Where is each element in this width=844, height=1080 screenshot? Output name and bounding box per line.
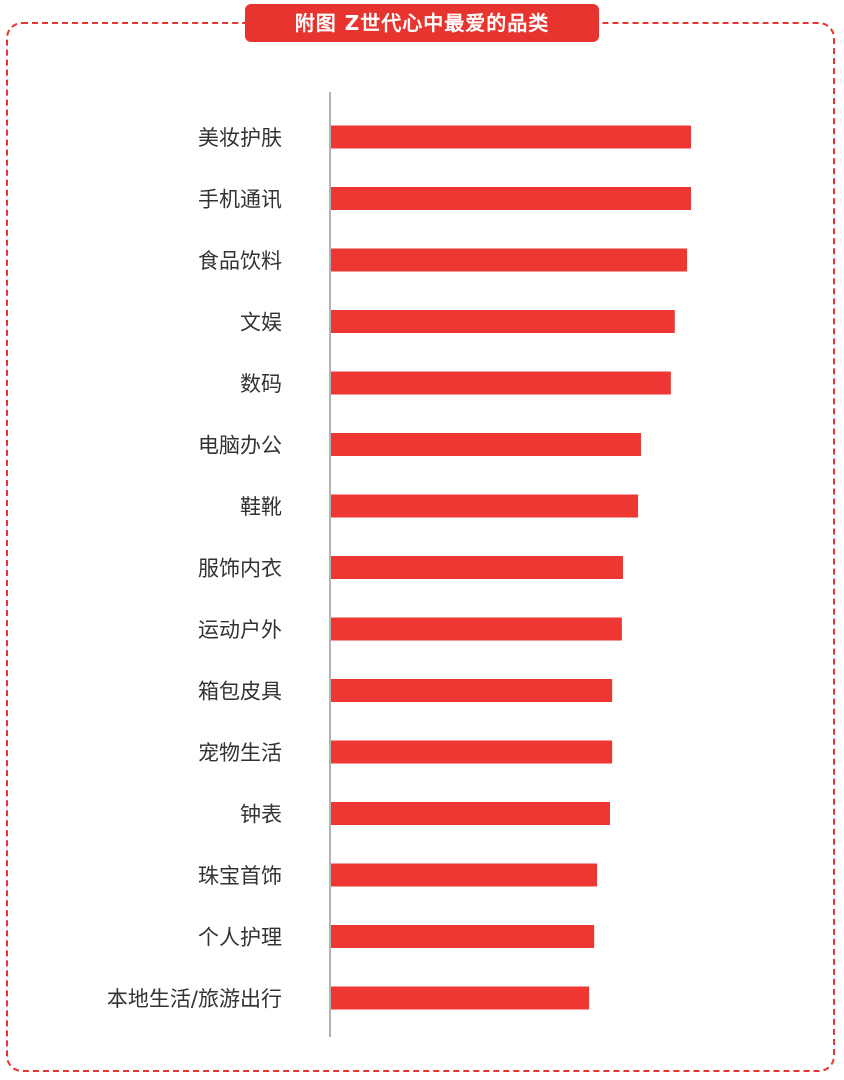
bar-4 bbox=[331, 371, 671, 395]
category-label: 珠宝首饰 bbox=[198, 864, 282, 888]
bar-6 bbox=[331, 494, 639, 518]
category-label: 数码 bbox=[240, 372, 282, 396]
category-label: 食品饮料 bbox=[198, 249, 282, 273]
category-labels-group: 美妆护肤手机通讯食品饮料文娱数码电脑办公鞋靴服饰内衣运动户外箱包皮具宠物生活钟表… bbox=[107, 126, 282, 1011]
category-label: 运动户外 bbox=[198, 618, 282, 642]
bar-0 bbox=[331, 125, 691, 149]
category-label: 服饰内衣 bbox=[198, 557, 282, 581]
category-label: 本地生活/旅游出行 bbox=[107, 987, 282, 1011]
bar-14 bbox=[331, 986, 590, 1010]
category-label: 手机通讯 bbox=[198, 188, 282, 212]
bar-2 bbox=[331, 248, 688, 272]
chart-title: 附图 Z世代心中最爱的品类 bbox=[245, 4, 599, 42]
bar-8 bbox=[331, 617, 622, 641]
category-label: 宠物生活 bbox=[198, 741, 282, 765]
category-label: 电脑办公 bbox=[198, 434, 282, 458]
bar-12 bbox=[331, 863, 598, 887]
category-label: 美妆护肤 bbox=[198, 126, 282, 150]
bar-5 bbox=[331, 433, 641, 456]
category-label: 钟表 bbox=[240, 803, 282, 827]
category-label: 文娱 bbox=[240, 311, 282, 335]
category-label: 箱包皮具 bbox=[198, 680, 282, 704]
bar-1 bbox=[331, 187, 691, 210]
bar-11 bbox=[331, 802, 610, 825]
bar-3 bbox=[331, 310, 675, 333]
category-label: 鞋靴 bbox=[240, 495, 282, 519]
bar-10 bbox=[331, 740, 613, 764]
bars-group bbox=[331, 125, 691, 1010]
bar-7 bbox=[331, 556, 623, 579]
bar-13 bbox=[331, 925, 595, 948]
bar-9 bbox=[331, 679, 613, 702]
category-label: 个人护理 bbox=[198, 926, 282, 950]
